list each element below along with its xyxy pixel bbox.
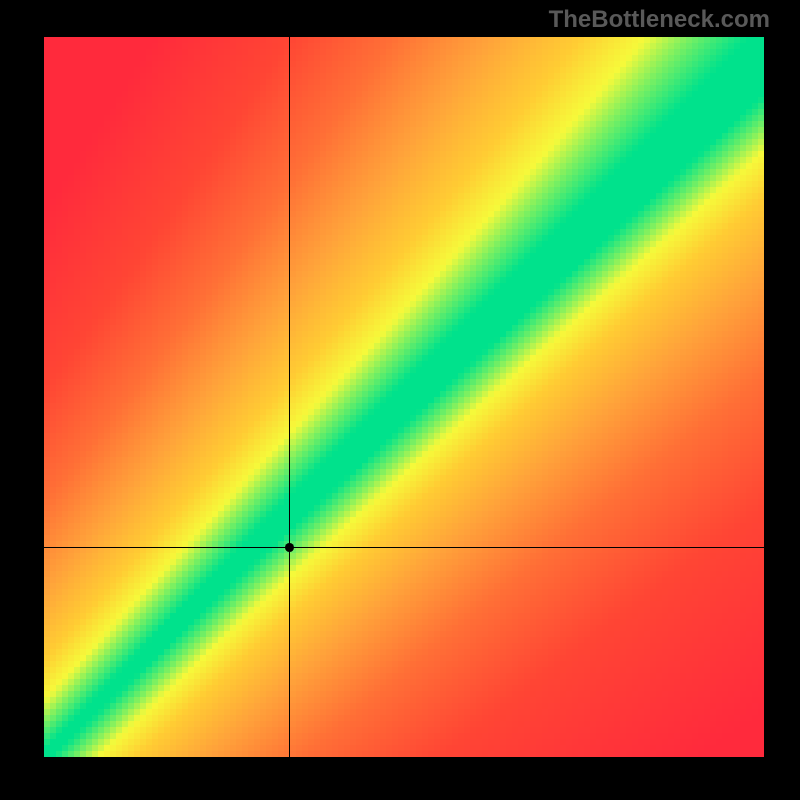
chart-container: TheBottleneck.com	[0, 0, 800, 800]
bottleneck-heatmap	[44, 37, 764, 757]
watermark-text: TheBottleneck.com	[549, 6, 770, 34]
